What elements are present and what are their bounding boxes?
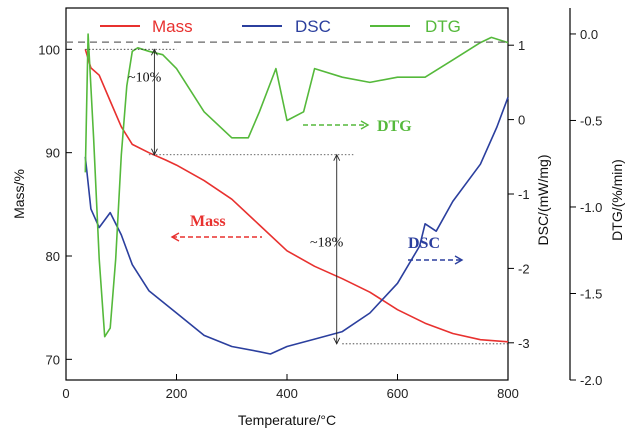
annotation-10pct: ~10% <box>128 70 162 85</box>
arrow-dtg-head <box>360 120 370 130</box>
x-tick-label: 200 <box>166 386 188 401</box>
x-tick-label: 0 <box>62 386 69 401</box>
dtg-tick-label: -1.5 <box>580 286 602 301</box>
mass-axis-title: Mass/% <box>11 169 27 219</box>
dtg-tick-label: -1.0 <box>580 200 602 215</box>
annotation-18pct: ~18% <box>310 236 344 251</box>
legend: Mass DSC DTG <box>100 17 461 36</box>
dsc-tick-label: -1 <box>518 187 530 202</box>
x-tick-label: 800 <box>497 386 519 401</box>
series-layer <box>84 33 509 355</box>
mass-tick-label: 70 <box>46 352 60 367</box>
x-axis-title: Temperature/°C <box>238 412 336 428</box>
dtg-tick-label: -0.5 <box>580 113 602 128</box>
dtg-tick-label: -2.0 <box>580 373 602 388</box>
arrow-mass-head <box>170 232 180 242</box>
annotation-dsc: DSC <box>408 235 440 252</box>
dtg-tick-label: 0.0 <box>580 27 598 42</box>
plot-frame <box>65 7 509 381</box>
dsc-tick-label: -3 <box>518 336 530 351</box>
mass-tick-label: 80 <box>46 249 60 264</box>
legend-label-dsc: DSC <box>295 17 331 36</box>
arrow-18pct-head-bottom <box>333 337 341 345</box>
arrow-10pct-head-top <box>150 48 158 56</box>
annotations-layer: ~10% ~18% Mass DSC DTG <box>128 70 464 265</box>
mass-tick-label: 90 <box>46 146 60 161</box>
annotation-dtg: DTG <box>377 118 412 135</box>
series-line-mass <box>84 49 509 343</box>
dsc-tick-label: 0 <box>518 113 525 128</box>
dsc-tick-label: -2 <box>518 261 530 276</box>
annotation-mass: Mass <box>190 213 226 230</box>
legend-label-mass: Mass <box>152 17 193 36</box>
dsc-tick-label: 1 <box>518 38 525 53</box>
arrow-18pct-head-top <box>333 153 341 161</box>
dtg-axis-title: DTG/(%/min) <box>609 159 625 241</box>
x-tick-label: 400 <box>276 386 298 401</box>
ticks-layer: 0 200 400 600 800 70 80 90 100 -3 -2 -1 0 1 -2.0 -1.5 -1… <box>38 8 602 401</box>
series-line-dsc <box>84 97 509 355</box>
dsc-axis-title: DSC/(mW/mg) <box>535 155 551 246</box>
legend-label-dtg: DTG <box>425 17 461 36</box>
reference-lines <box>66 41 508 345</box>
mass-tick-label: 100 <box>38 42 60 57</box>
arrow-dsc-head <box>454 255 464 265</box>
series-line-dtg <box>84 33 509 338</box>
x-tick-label: 600 <box>387 386 409 401</box>
arrow-10pct-head-bottom <box>150 148 158 156</box>
